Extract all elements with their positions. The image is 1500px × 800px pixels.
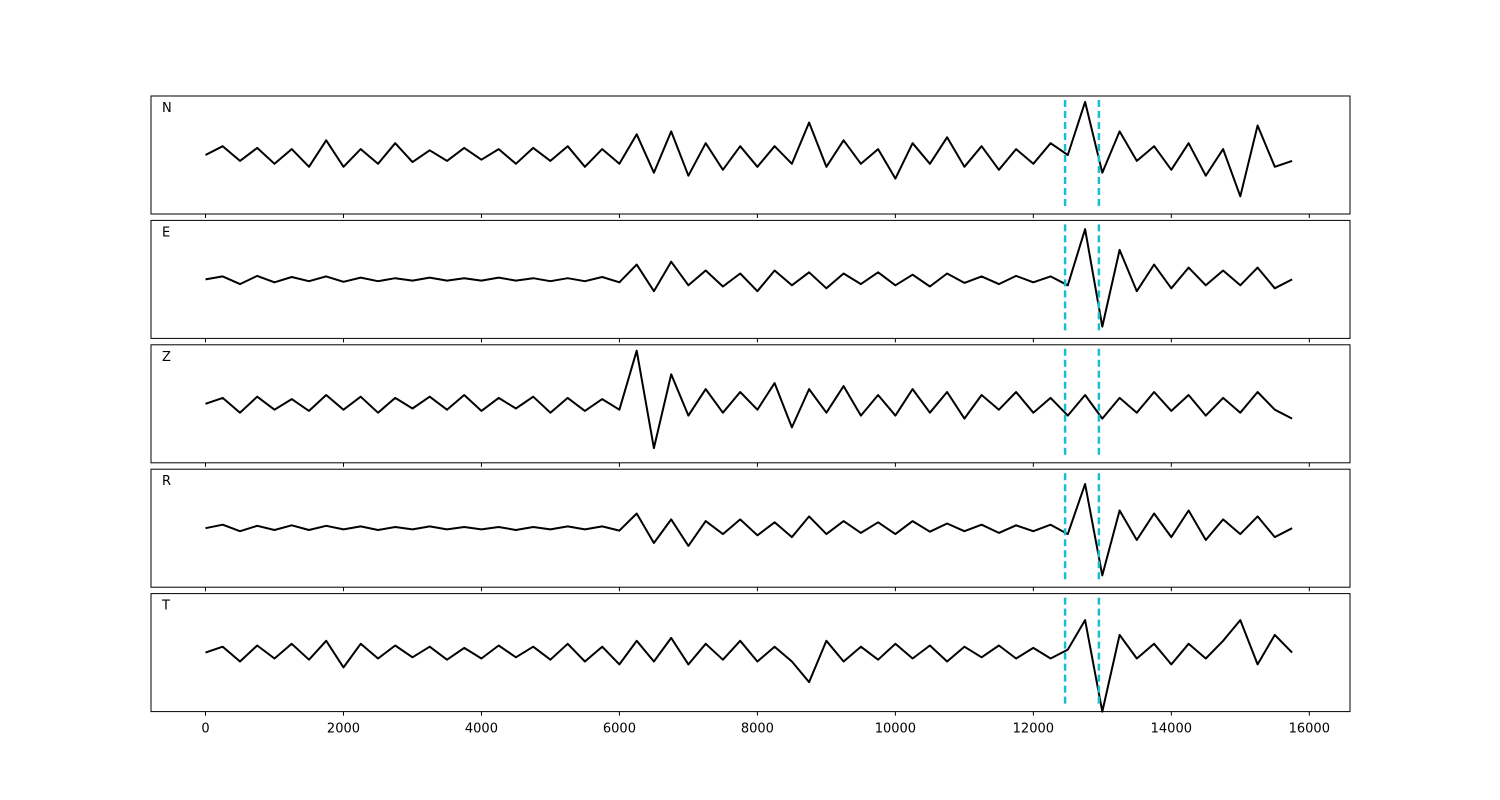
waveform	[205, 619, 1293, 713]
x-tick-label: 14000	[1151, 722, 1192, 737]
x-tick-label: 6000	[603, 722, 636, 737]
x-tick-label: 12000	[1013, 722, 1054, 737]
panel-label: Z	[162, 350, 171, 365]
axes-frame	[150, 593, 1351, 713]
axes-frame	[150, 219, 1351, 339]
waveform	[205, 228, 1293, 328]
waveform	[205, 100, 1293, 198]
axes-frame	[150, 344, 1351, 464]
waveform	[205, 349, 1293, 450]
x-tick-label: 10000	[875, 722, 916, 737]
x-tick-label: 8000	[741, 722, 774, 737]
x-tick-label: 2000	[327, 722, 360, 737]
axes-frame	[150, 468, 1351, 588]
x-tick-label: 16000	[1289, 722, 1330, 737]
panel-label: T	[161, 599, 170, 614]
x-tick-label: 4000	[465, 722, 498, 737]
x-tick-label: 0	[201, 722, 209, 737]
waveform	[205, 483, 1293, 577]
panel-label: E	[162, 225, 170, 240]
panel-label: N	[162, 101, 172, 116]
panel-label: R	[162, 474, 171, 489]
axes-frame	[150, 95, 1351, 215]
